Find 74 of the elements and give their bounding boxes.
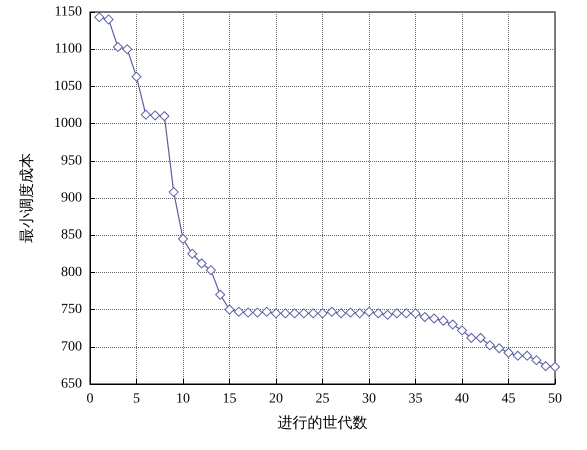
point <box>140 110 151 120</box>
point <box>150 110 160 120</box>
x-tick-label: 25 <box>316 392 330 406</box>
y-tick-label: 750 <box>61 302 82 318</box>
y-tick-label: 1050 <box>54 78 82 94</box>
x-axis-title: 进行的世代数 <box>278 414 368 432</box>
point <box>373 308 384 318</box>
point <box>234 306 244 317</box>
x-tick-label: 50 <box>548 392 562 406</box>
point <box>438 316 448 326</box>
point <box>206 265 216 276</box>
y-tick-label: 650 <box>61 376 82 392</box>
point <box>224 304 234 315</box>
point <box>159 111 170 122</box>
point <box>484 340 495 350</box>
x-tick-label: 45 <box>502 392 516 406</box>
point <box>429 314 440 324</box>
y-tick-label: 1150 <box>54 4 82 20</box>
x-tick-label: 20 <box>269 392 283 406</box>
point <box>382 310 393 320</box>
point <box>345 308 356 318</box>
point <box>494 343 504 354</box>
point <box>290 308 300 318</box>
point <box>336 308 346 318</box>
point <box>364 306 374 317</box>
y-axis-title: 最小调度成本 <box>18 153 36 243</box>
point <box>94 12 104 22</box>
point <box>512 350 523 361</box>
x-tick-label: 30 <box>362 392 376 406</box>
point <box>215 290 226 300</box>
x-tick-label: 10 <box>176 392 190 406</box>
point <box>476 332 486 343</box>
point <box>531 355 542 366</box>
point <box>132 72 142 82</box>
point <box>326 306 337 317</box>
x-tick-label: 35 <box>408 392 422 406</box>
point <box>410 308 420 318</box>
y-tick-label: 1100 <box>54 42 82 57</box>
point <box>448 319 458 330</box>
x-tick-label: 5 <box>133 392 140 406</box>
x-tick-label: 15 <box>222 392 236 406</box>
point <box>168 187 179 198</box>
y-tick-label: 700 <box>61 339 82 354</box>
point <box>271 308 281 318</box>
point <box>550 362 560 372</box>
y-tick-label: 1000 <box>54 116 82 132</box>
point <box>280 308 290 318</box>
point <box>104 14 114 24</box>
point <box>122 44 132 54</box>
point <box>420 312 430 322</box>
point <box>457 325 467 336</box>
point <box>392 308 402 318</box>
y-tick-label: 950 <box>61 153 82 168</box>
x-tick-label: 0 <box>86 392 94 406</box>
point <box>187 248 198 259</box>
point <box>540 361 551 372</box>
point <box>262 306 272 317</box>
x-tick-label: 40 <box>455 392 469 406</box>
y-tick-label: 900 <box>61 190 82 206</box>
point <box>522 350 532 361</box>
point <box>178 234 188 244</box>
point <box>243 308 254 318</box>
point <box>298 308 309 318</box>
point <box>504 348 514 358</box>
point <box>308 308 318 318</box>
y-tick-label: 850 <box>61 228 82 243</box>
y-tick-label: 800 <box>61 264 82 280</box>
point <box>112 42 123 52</box>
point <box>196 258 207 268</box>
point <box>252 308 262 318</box>
point <box>318 308 328 318</box>
point <box>466 332 476 343</box>
point <box>401 308 412 318</box>
point <box>354 308 365 318</box>
